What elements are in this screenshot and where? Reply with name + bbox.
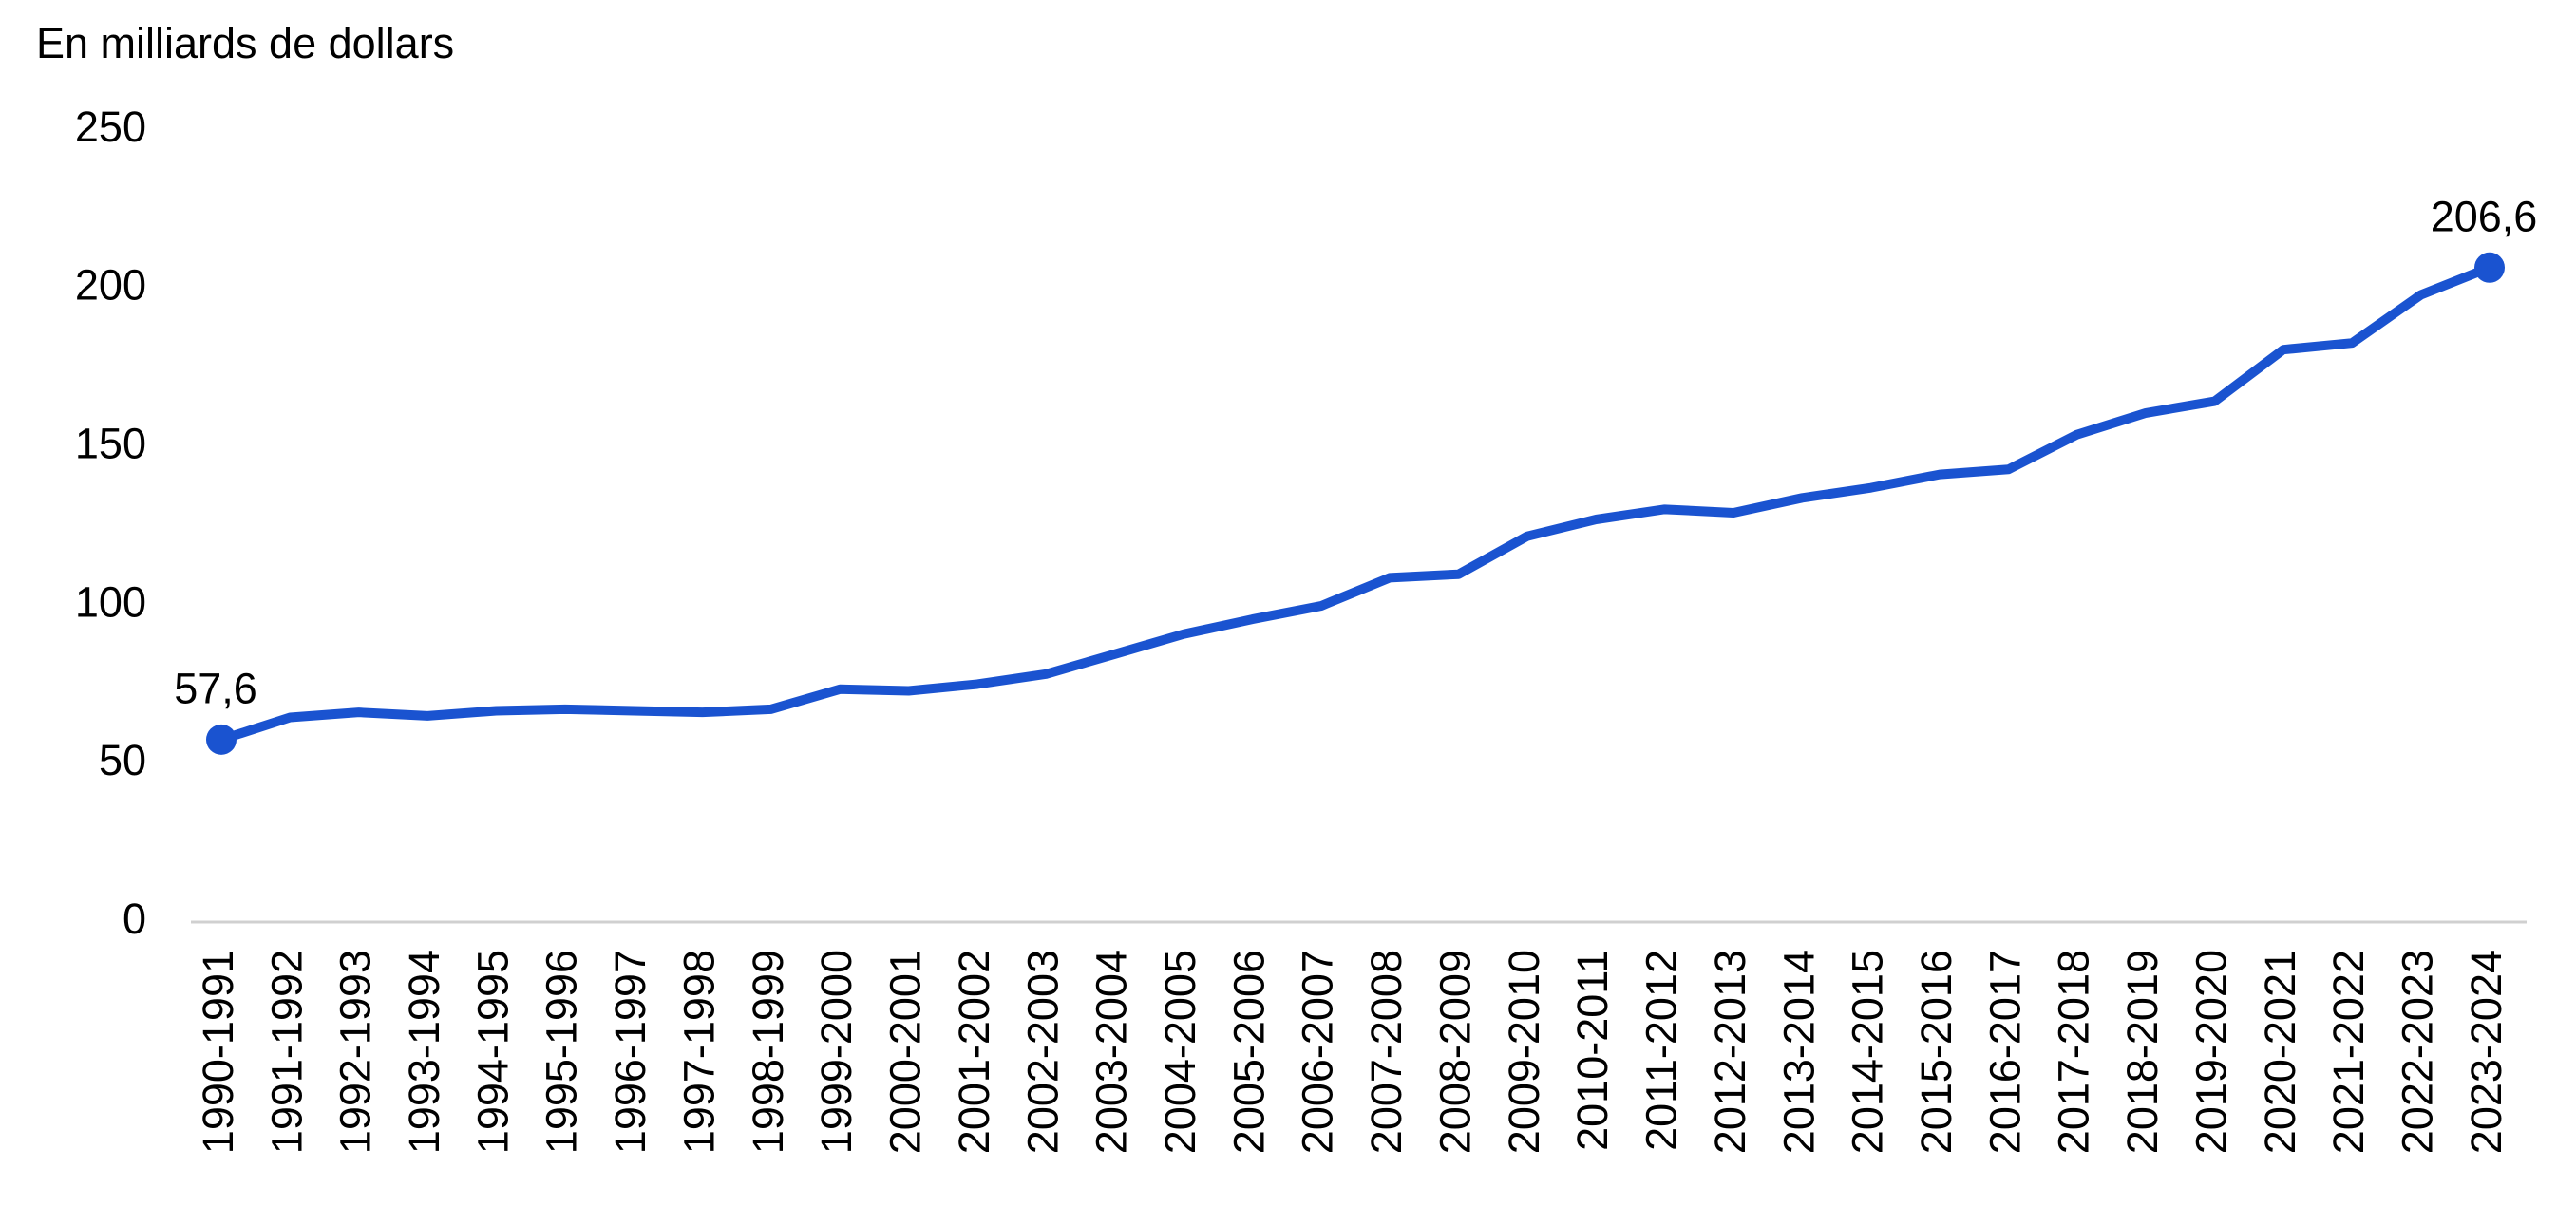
x-tick-label: 2020-2021 <box>2256 950 2304 1154</box>
x-tick-label: 1998-1999 <box>744 950 792 1154</box>
x-tick-label: 1991-1992 <box>262 950 311 1154</box>
x-tick-label: 2021-2022 <box>2324 950 2373 1154</box>
y-tick-label: 200 <box>75 261 146 310</box>
x-tick-label: 2022-2023 <box>2394 950 2442 1154</box>
x-tick-label: 2001-2002 <box>950 950 998 1154</box>
y-tick-label: 50 <box>99 736 146 784</box>
x-tick-label: 1995-1996 <box>538 950 586 1154</box>
x-tick-label: 1996-1997 <box>606 950 654 1154</box>
x-tick-label: 2015-2016 <box>1912 950 1960 1154</box>
x-tick-label: 2014-2015 <box>1844 950 1892 1154</box>
y-tick-label: 250 <box>75 103 146 151</box>
x-tick-label: 2004-2005 <box>1156 950 1204 1154</box>
y-tick-label: 150 <box>75 419 146 467</box>
x-tick-label: 1993-1994 <box>400 950 448 1154</box>
x-tick-label: 2011-2012 <box>1638 950 1686 1151</box>
y-tick-label: 0 <box>123 895 146 943</box>
data-label: 57,6 <box>174 665 257 713</box>
x-tick-label: 2007-2008 <box>1362 950 1411 1154</box>
x-tick-label: 1994-1995 <box>468 950 517 1154</box>
data-label: 206,6 <box>2431 193 2538 241</box>
y-axis-label: En milliards de dollars <box>36 19 454 67</box>
x-tick-label: 2018-2019 <box>2118 950 2167 1154</box>
x-tick-label: 2012-2013 <box>1706 950 1754 1154</box>
x-tick-label: 2002-2003 <box>1018 950 1067 1154</box>
x-tick-label: 2006-2007 <box>1294 950 1342 1154</box>
x-tick-label: 1992-1993 <box>331 950 380 1154</box>
x-tick-label: 2019-2020 <box>2187 950 2235 1154</box>
x-tick-label: 2013-2014 <box>1774 950 1823 1154</box>
x-tick-label: 1997-1998 <box>674 950 723 1154</box>
x-tick-label: 2000-2001 <box>881 950 930 1154</box>
x-tick-label: 2017-2018 <box>2050 950 2098 1154</box>
x-tick-label: 2023-2024 <box>2462 950 2510 1154</box>
x-tick-label: 1999-2000 <box>812 950 861 1154</box>
x-tick-label: 1990-1991 <box>194 950 242 1154</box>
x-tick-label: 2005-2006 <box>1224 950 1273 1154</box>
y-tick-label: 100 <box>75 577 146 626</box>
x-tick-label: 2009-2010 <box>1500 950 1548 1154</box>
x-tick-label: 2016-2017 <box>1980 950 2029 1154</box>
marker <box>206 724 237 755</box>
marker <box>2474 252 2505 283</box>
x-tick-label: 2003-2004 <box>1088 950 1136 1154</box>
line <box>217 262 2494 744</box>
x-tick-label: 2008-2009 <box>1430 950 1479 1154</box>
x-tick-label: 2010-2011 <box>1568 950 1617 1151</box>
